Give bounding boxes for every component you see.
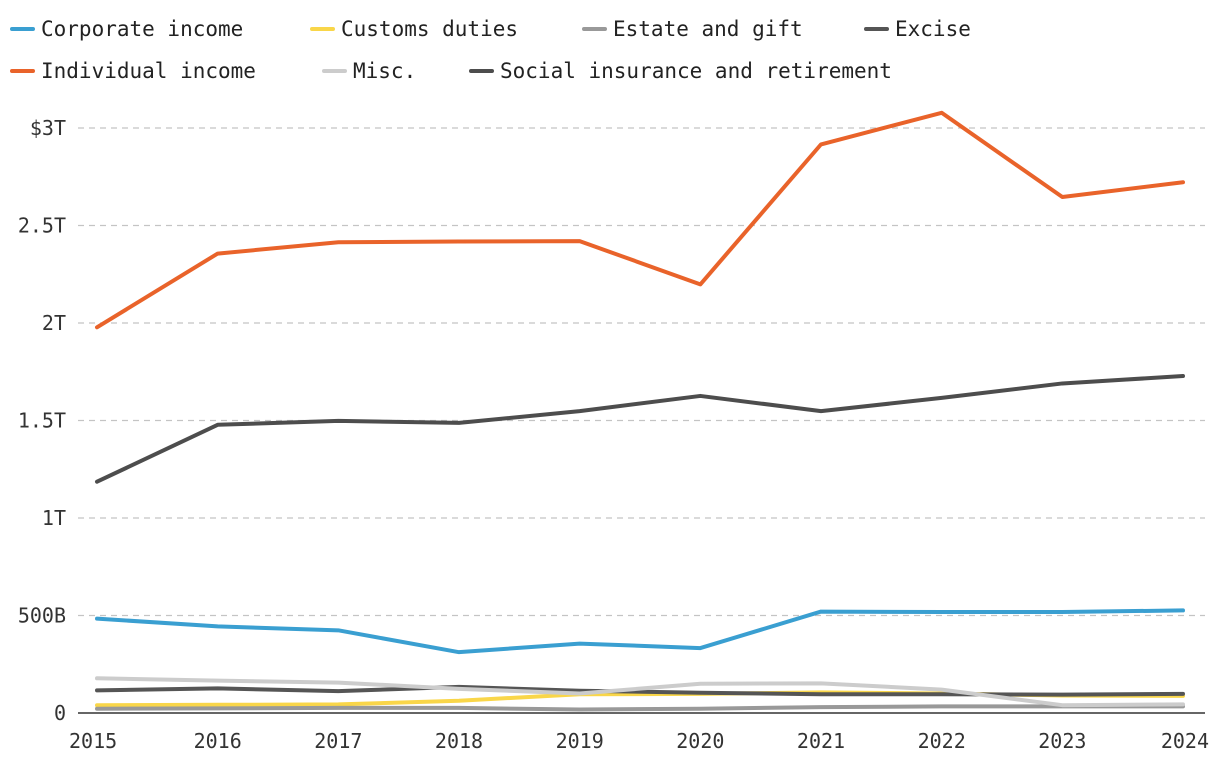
y-tick-label: 2T <box>42 311 66 335</box>
y-tick-label: 0 <box>54 701 66 725</box>
y-tick-label: 1T <box>42 506 66 530</box>
legend-item-social-insurance-and-retirement: Social insurance and retirement <box>469 59 892 83</box>
x-tick-label: 2022 <box>918 729 966 753</box>
x-tick-label: 2023 <box>1038 729 1086 753</box>
x-tick-label: 2015 <box>69 729 117 753</box>
legend: Corporate income Customs duties Estate and… <box>10 17 971 83</box>
x-axis-ticks: 2015 2016 2017 2018 2019 2020 2021 2022 2023 2024 <box>69 729 1209 753</box>
series-lines <box>95 110 1185 712</box>
legend-item-corporate-income: Corporate income <box>10 17 243 41</box>
series-misc <box>95 676 1185 708</box>
x-tick-label: 2018 <box>435 729 483 753</box>
series-individual-income <box>95 110 1185 330</box>
series-line-excise <box>95 684 1185 697</box>
series-social-insurance-and-retirement <box>95 374 1185 484</box>
y-tick-label: 500B <box>18 604 66 628</box>
legend-item-misc: Misc. <box>322 59 416 83</box>
series-line-social-insurance-and-retirement <box>95 374 1185 484</box>
legend-item-customs-duties: Customs duties <box>310 17 518 41</box>
y-tick-label: $3T <box>30 116 66 140</box>
legend-item-estate-and-gift: Estate and gift <box>582 17 803 41</box>
y-tick-label: 1.5T <box>18 409 66 433</box>
y-tick-label: 2.5T <box>18 214 66 238</box>
series-line-estate-and-gift <box>95 704 1185 712</box>
x-tick-label: 2020 <box>676 729 724 753</box>
legend-label: Corporate income <box>41 17 243 41</box>
legend-label: Individual income <box>41 59 256 83</box>
series-excise <box>95 684 1185 697</box>
series-line-individual-income <box>95 110 1185 330</box>
x-tick-label: 2021 <box>797 729 845 753</box>
x-tick-label: 2024 <box>1161 729 1209 753</box>
x-tick-label: 2019 <box>556 729 604 753</box>
legend-label: Misc. <box>353 59 416 83</box>
series-estate-and-gift <box>95 704 1185 712</box>
legend-item-individual-income: Individual income <box>10 59 256 83</box>
legend-label: Social insurance and retirement <box>500 59 892 83</box>
x-tick-label: 2017 <box>314 729 362 753</box>
legend-item-excise: Excise <box>864 17 971 41</box>
legend-label: Excise <box>895 17 971 41</box>
series-line-misc <box>95 676 1185 708</box>
legend-label: Estate and gift <box>613 17 803 41</box>
series-line-corporate-income <box>95 608 1185 655</box>
gridlines <box>78 127 1205 617</box>
legend-label: Customs duties <box>341 17 518 41</box>
x-tick-label: 2016 <box>194 729 242 753</box>
series-corporate-income <box>95 608 1185 655</box>
y-axis-ticks: 0 500B 1T 1.5T 2T 2.5T $3T <box>18 116 66 725</box>
